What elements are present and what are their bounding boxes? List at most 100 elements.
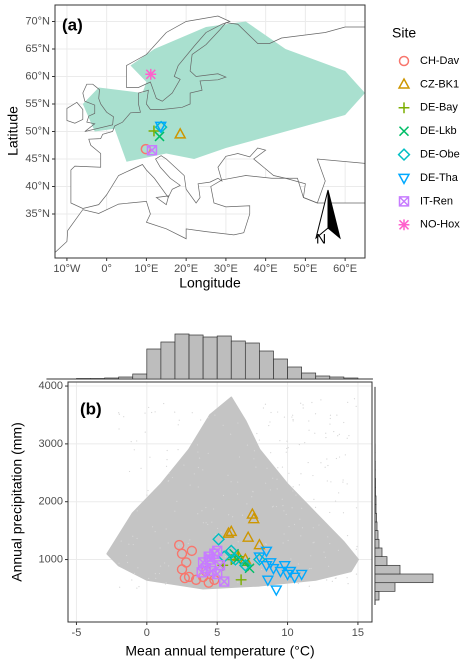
histogram-bar: [375, 574, 433, 583]
cloud-dot: [163, 403, 164, 404]
cloud-dot: [118, 563, 119, 564]
cloud-dot: [127, 562, 128, 563]
cloud-dot: [119, 414, 120, 415]
cloud-dot: [304, 442, 305, 443]
cloud-dot: [174, 412, 175, 413]
y-tick-label: 2000: [39, 496, 63, 508]
y-tick-label: 60°N: [25, 70, 50, 82]
cloud-dot: [239, 456, 240, 457]
cloud-dot: [166, 528, 167, 529]
x-tick-label: -5: [72, 627, 82, 639]
cloud-dot: [217, 528, 218, 529]
cloud-dot: [119, 587, 120, 588]
histogram-bar: [330, 377, 344, 379]
legend-symbol: [400, 197, 409, 206]
histogram-bar: [217, 336, 231, 379]
histogram-bar: [316, 376, 330, 379]
cloud-dot: [329, 512, 330, 513]
x-tick-label: 0°: [101, 263, 112, 275]
histogram-bar: [288, 367, 302, 379]
cloud-dot: [137, 510, 138, 511]
cloud-dot: [200, 419, 201, 420]
cloud-dot: [232, 516, 233, 517]
cloud-dot: [338, 492, 339, 493]
cloud-dot: [246, 503, 247, 504]
cloud-dot: [247, 445, 248, 446]
cloud-dot: [213, 508, 214, 509]
cloud-dot: [237, 422, 238, 423]
cloud-dot: [347, 483, 348, 484]
cloud-dot: [292, 507, 293, 508]
y-tick-label: 1000: [39, 553, 63, 565]
histogram-bar: [375, 583, 395, 592]
cloud-dot: [123, 416, 124, 417]
cloud-dot: [183, 464, 184, 465]
cloud-dot: [132, 536, 133, 537]
cloud-dot: [136, 538, 137, 539]
cloud-dot: [325, 467, 326, 468]
legend-label: NO-Hox: [420, 219, 460, 231]
cloud-dot: [313, 499, 314, 500]
cloud-dot: [253, 458, 254, 459]
cloud-dot: [237, 481, 238, 482]
cloud-dot: [330, 415, 331, 416]
cloud-dot: [311, 402, 312, 403]
cloud-dot: [237, 493, 238, 494]
histogram-bar: [344, 378, 358, 379]
histogram-bar: [76, 379, 90, 380]
legend-symbol: [399, 149, 410, 160]
cloud-dot: [148, 578, 149, 579]
cloud-dot: [233, 545, 234, 546]
cloud-dot: [148, 407, 149, 408]
cloud-dot: [302, 527, 303, 528]
cloud-dot: [225, 556, 226, 557]
x-tick-label: 15: [352, 627, 364, 639]
cloud-dot: [308, 462, 309, 463]
x-tick-label: 10°E: [134, 263, 158, 275]
cloud-dot: [313, 542, 314, 543]
y-tick-label: 4000: [39, 380, 63, 392]
cloud-dot: [136, 588, 137, 589]
cloud-dot: [205, 507, 206, 508]
cloud-dot: [272, 478, 273, 479]
y-axis-title: Annual precipitation (mm): [9, 422, 25, 582]
legend-label: DE-Obe: [420, 149, 460, 161]
cloud-dot: [152, 526, 153, 527]
cloud-dot: [327, 465, 328, 466]
legend-symbol: [399, 102, 410, 113]
cloud-dot: [277, 467, 278, 468]
cloud-dot: [126, 555, 127, 556]
cloud-dot: [323, 552, 324, 553]
cloud-dot: [202, 469, 203, 470]
cloud-dot: [230, 434, 231, 435]
y-axis-title: Latitude: [5, 106, 21, 156]
cloud-dot: [268, 425, 269, 426]
histogram-bar: [203, 337, 217, 379]
cloud-dot: [335, 578, 336, 579]
cloud-dot: [192, 412, 193, 413]
cloud-dot: [286, 441, 287, 442]
cloud-dot: [282, 505, 283, 506]
cloud-dot: [206, 522, 207, 523]
legend-symbol: [400, 127, 409, 136]
cloud-dot: [121, 540, 122, 541]
cloud-dot: [217, 570, 218, 571]
cloud-dot: [347, 583, 348, 584]
cloud-dot: [343, 479, 344, 480]
cloud-dot: [302, 404, 303, 405]
cloud-dot: [329, 543, 330, 544]
cloud-dot: [292, 415, 293, 416]
legend-label: DE-Bay: [420, 102, 458, 114]
cloud-dot: [311, 568, 312, 569]
cloud-dot: [261, 569, 262, 570]
cloud-dot: [309, 568, 310, 569]
cloud-dot: [328, 566, 329, 567]
cloud-dot: [325, 437, 326, 438]
cloud-dot: [230, 481, 231, 482]
cloud-dot: [294, 524, 295, 525]
histogram-bar: [375, 565, 400, 574]
cloud-dot: [189, 539, 190, 540]
x-tick-label: 50°E: [293, 263, 317, 275]
cloud-dot: [149, 457, 150, 458]
cloud-dot: [315, 507, 316, 508]
